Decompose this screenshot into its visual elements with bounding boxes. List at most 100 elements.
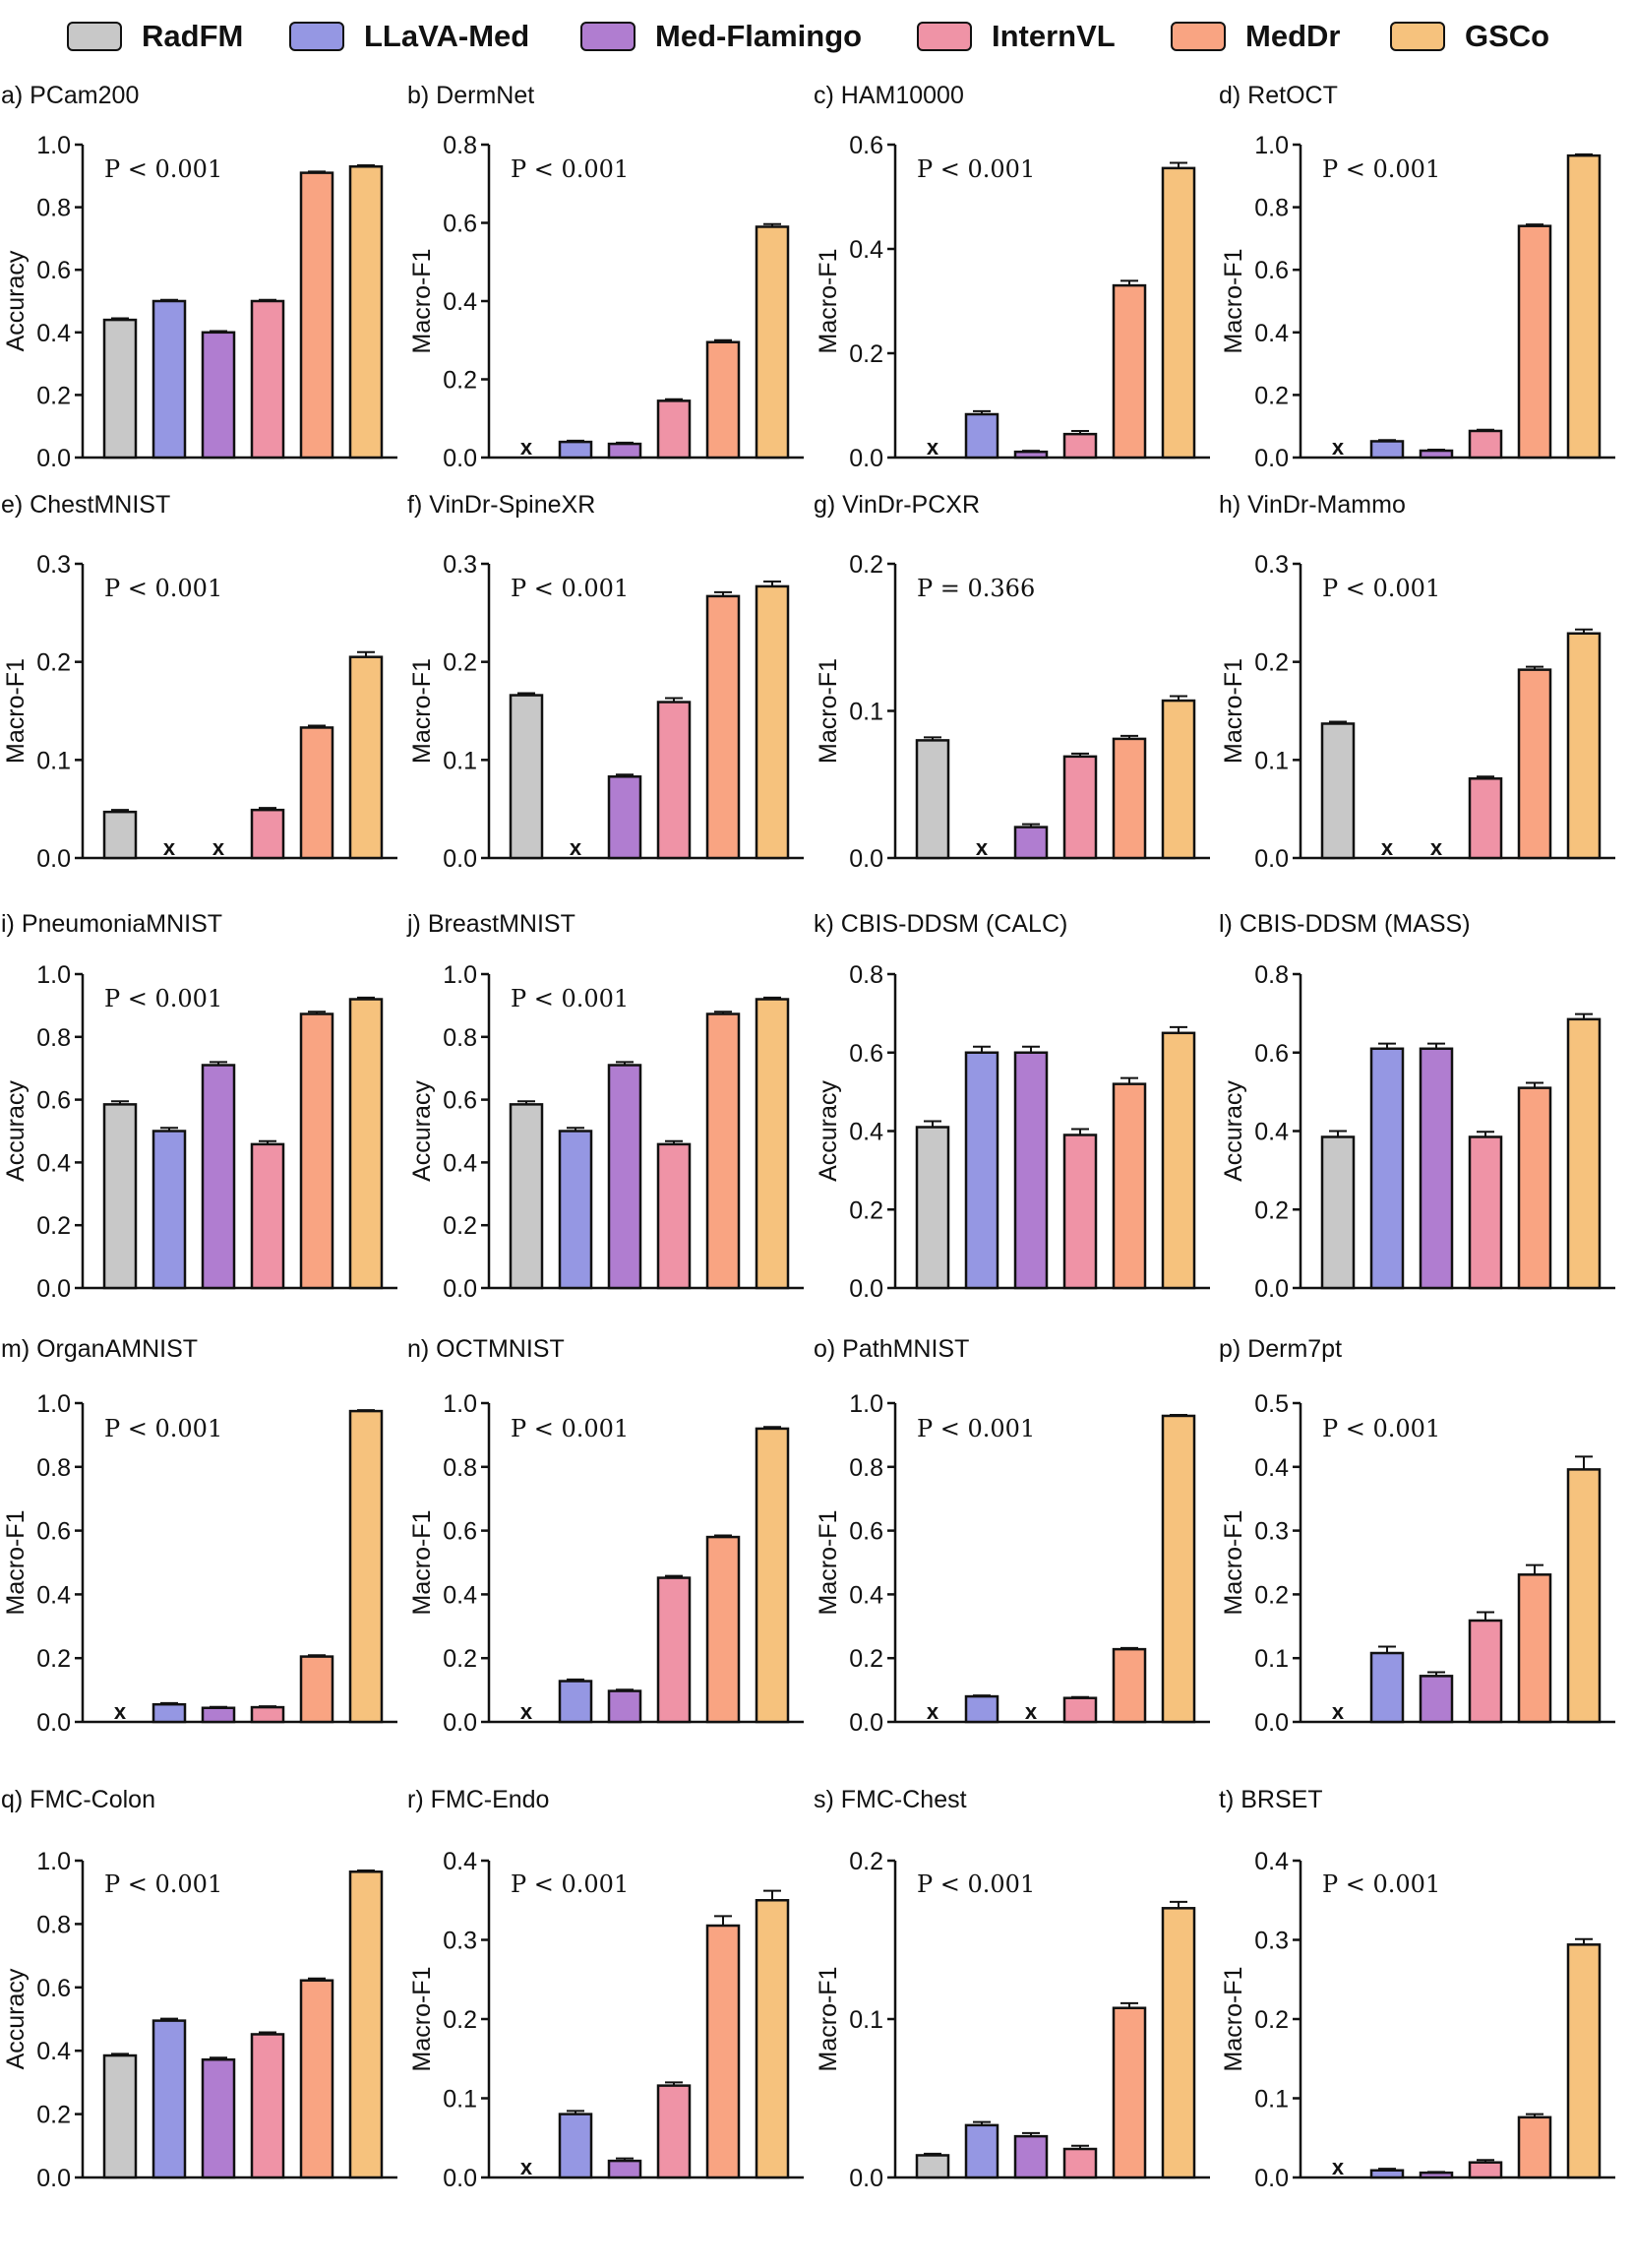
bar-radfm [509,694,544,860]
y-tick-label: 0.0 [443,445,477,472]
y-tick-label: 0.4 [1254,1119,1289,1146]
y-tick-label: 0.0 [36,445,71,472]
bar-med-flamingo [607,442,642,460]
bar-internvl [1468,777,1503,860]
chart-title: b) DermNet [407,82,534,109]
missing-marker: x [1332,2155,1345,2179]
y-tick-label: 0.2 [443,367,477,395]
bar-meddr [299,1012,334,1290]
chart-title: r) FMC-Endo [407,1786,549,1813]
p-value-label: P < 0.001 [917,1415,1035,1442]
bar-med-flamingo [1013,450,1049,460]
y-axis-label: Macro-F1 [815,658,842,764]
y-tick-label: 0.2 [849,1645,883,1673]
missing-marker: x [163,835,176,860]
chart-title: f) VinDr-SpineXR [407,491,595,519]
bar-med-flamingo [1013,2134,1049,2179]
bar-meddr [299,726,334,860]
y-tick-label: 0.0 [36,2165,71,2192]
bar-gsco [348,1409,384,1724]
y-tick-label: 0.2 [36,1212,71,1240]
bar-llava-med [558,1680,593,1724]
y-axis-label: Accuracy [1220,1080,1247,1182]
y-tick-label: 0.4 [1254,1454,1289,1482]
y-tick-label: 0.0 [1254,445,1289,472]
bar-internvl [1468,1135,1503,1290]
bar-radfm [509,1103,544,1290]
y-axis-label: Macro-F1 [408,1510,436,1616]
bar-radfm [915,739,950,860]
chart-panel: j) BreastMNIST Accuracy 0.0 0.2 0.4 0.6 0.8 1.0… [406,910,804,1303]
y-axis-label: Accuracy [2,1968,30,2069]
y-tick-label: 0.2 [1254,1581,1289,1609]
y-tick-label: 0.5 [1254,1390,1289,1418]
y-tick-label: 0.1 [849,2006,883,2034]
missing-marker: x [1025,1699,1038,1724]
y-axis-label: Macro-F1 [1220,249,1247,354]
bar-med-flamingo [1013,1051,1049,1290]
bar-internvl [1468,429,1503,460]
y-tick-label: 0.4 [36,1149,71,1177]
bar-internvl [250,2033,285,2179]
y-tick-label: 0.6 [443,211,477,238]
bar-meddr [1517,1573,1552,1724]
chart-panel: l) CBIS-DDSM (MASS) Accuracy 0.0 0.2 0.4 0.6 0… [1219,910,1615,1303]
missing-marker: x [520,2155,533,2179]
missing-marker: x [520,435,533,460]
y-tick-label: 0.6 [443,1518,477,1546]
y-tick-label: 1.0 [849,1390,883,1418]
bar-med-flamingo [607,1689,642,1724]
y-tick-label: 0.0 [36,1275,71,1303]
chart-panel: p) Derm7pt Macro-F1 0.0 0.1 0.2 0.3 0.4 0.5 P < … [1219,1335,1615,1737]
bar-med-flamingo [1419,1047,1454,1290]
bar-med-flamingo [201,2057,236,2179]
bar-gsco [1566,153,1602,460]
legend-label: RadFM [142,19,244,53]
bar-llava-med [964,1694,999,1724]
chart-panel: f) VinDr-SpineXR Macro-F1 0.0 0.1 0.2 0.3 P < … [407,491,804,873]
chart-panel: r) FMC-Endo Macro-F1 0.0 0.1 0.2 0.3 0.4 P < 0.… [407,1786,804,2192]
legend-label: InternVL [992,19,1116,53]
legend-swatch [1390,22,1445,51]
p-value-label: P < 0.001 [917,155,1035,183]
p-value-label: P < 0.001 [104,985,222,1012]
chart-panel: i) PneumoniaMNIST Accuracy 0.0 0.2 0.4 0.6 0.8… [1,910,397,1303]
y-tick-label: 0.0 [1254,845,1289,873]
bar-internvl [1062,1134,1098,1290]
y-tick-label: 0.1 [1254,1645,1289,1673]
bar-internvl [250,808,285,860]
y-tick-label: 0.0 [849,2165,883,2192]
y-axis-label: Macro-F1 [815,1967,842,2072]
y-tick-label: 0.6 [849,1518,883,1546]
p-value-label: P < 0.001 [511,155,629,183]
missing-marker: x [570,835,582,860]
bar-gsco [755,1427,790,1724]
bar-gsco [1566,1468,1602,1724]
y-tick-label: 0.2 [849,1848,883,1875]
y-tick-label: 0.0 [1254,2165,1289,2192]
y-axis-label: Macro-F1 [815,1510,842,1616]
y-tick-label: 0.2 [36,382,71,409]
bar-llava-med [151,2019,187,2179]
missing-marker: x [212,835,225,860]
y-tick-label: 0.3 [1254,551,1289,579]
y-axis-label: Macro-F1 [1220,1510,1247,1616]
bar-llava-med [558,1130,593,1290]
y-tick-label: 0.6 [36,1975,71,2002]
y-tick-label: 0.1 [1254,2086,1289,2114]
y-tick-label: 1.0 [443,1390,477,1418]
y-tick-label: 0.8 [36,1024,71,1052]
bar-meddr [1112,737,1147,860]
bar-internvl [1062,755,1098,860]
bar-llava-med [964,412,999,460]
y-tick-label: 0.0 [849,1709,883,1737]
bar-llava-med [1369,1047,1405,1290]
bar-gsco [348,1870,384,2179]
p-value-label: P < 0.001 [511,1415,629,1442]
p-value-label: P < 0.001 [104,1870,222,1898]
y-tick-label: 0.1 [1254,747,1289,774]
p-value-label: P < 0.001 [1322,155,1440,183]
y-tick-label: 0.8 [849,961,883,989]
y-tick-label: 0.6 [849,1040,883,1068]
y-tick-label: 0.4 [849,236,883,264]
